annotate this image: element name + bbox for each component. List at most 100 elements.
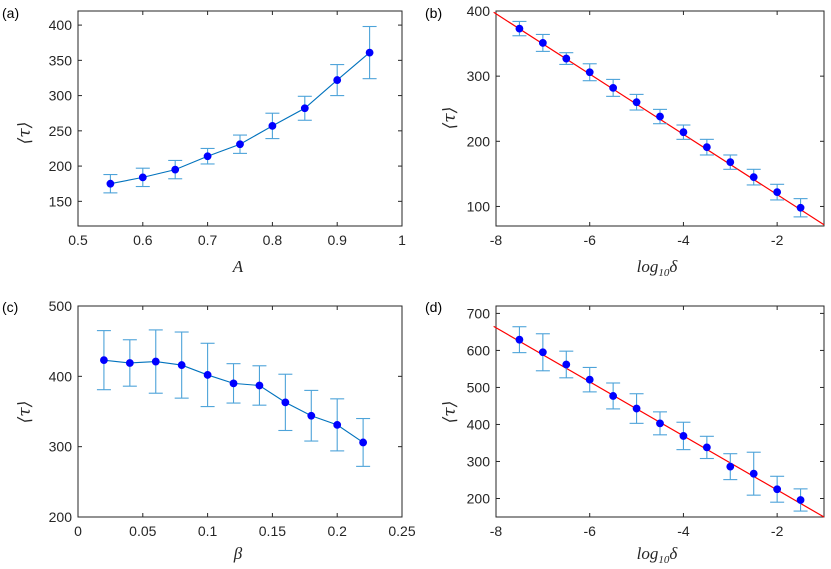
data-point (726, 462, 735, 471)
y-tick-label: 200 (49, 158, 73, 174)
axes-box (77, 305, 403, 518)
data-point (796, 203, 805, 212)
x-tick-label: 0.7 (198, 232, 218, 248)
x-tick-label: -2 (771, 232, 784, 248)
data-point (585, 375, 594, 384)
data-point (702, 443, 711, 452)
x-tick-label: -2 (771, 523, 784, 539)
series-line (110, 52, 370, 185)
axes-box (77, 10, 403, 227)
data-point (679, 432, 688, 440)
x-tick-label: 0.1 (198, 523, 218, 539)
data-point (656, 112, 664, 121)
data-point (268, 122, 277, 130)
data-point (538, 348, 547, 357)
data-point (177, 361, 186, 369)
data-point (236, 140, 244, 149)
x-axis-label: A (232, 257, 244, 276)
x-axis-label: log10δ (637, 257, 679, 279)
data-point (333, 420, 342, 429)
x-tick-label: -4 (677, 523, 690, 539)
data-point (726, 158, 735, 167)
data-point (100, 356, 108, 365)
axes-box (495, 305, 825, 518)
y-tick-label: 300 (467, 453, 491, 469)
panel-label: (d) (425, 299, 442, 315)
y-tick-label: 400 (49, 17, 73, 33)
data-point (585, 68, 594, 77)
panel-d: (d) ⟨τ⟩ log10δ -8 -6 -4 -2 200 300 400 500 600 70… (425, 299, 825, 566)
panel-c: (c) ⟨τ⟩ β 0 0.05 0.1 0.15 0.2 0.25 200 300 400 50… (2, 298, 416, 563)
data-point (307, 411, 316, 420)
panel-label: (a) (2, 5, 19, 21)
y-tick-label: 200 (467, 490, 491, 506)
x-tick-label: 0.6 (133, 232, 153, 248)
y-tick-label: 600 (467, 342, 491, 358)
y-tick-label: 500 (467, 379, 491, 395)
data-point (632, 98, 641, 107)
data-point (796, 496, 805, 504)
x-tick-label: 0 (74, 523, 82, 539)
data-point (106, 179, 115, 188)
data-point (171, 165, 180, 174)
data-point (749, 173, 758, 182)
x-tick-label: 0.2 (327, 523, 347, 539)
x-tick-label: 0.25 (388, 523, 415, 539)
data-point (515, 24, 524, 33)
panel-label: (c) (2, 299, 18, 315)
data-point (609, 83, 618, 92)
data-point (538, 39, 547, 47)
data-point (300, 104, 309, 113)
y-tick-label: 400 (467, 416, 491, 432)
y-tick-label: 350 (49, 52, 73, 68)
x-tick-label: 1 (398, 232, 406, 248)
x-tick-label: 0.8 (263, 232, 283, 248)
data-point (229, 379, 238, 388)
data-point (125, 359, 134, 367)
x-tick-label: 0.9 (327, 232, 347, 248)
panel-a: (a) ⟨τ⟩ A 0.5 0.6 0.7 0.8 0.9 1 150 200 250 300 35… (2, 5, 406, 276)
data-point (333, 76, 342, 84)
x-axis-label: log10δ (637, 544, 679, 566)
y-tick-label: 200 (467, 133, 491, 149)
data-point (773, 485, 782, 494)
x-tick-label: 0.5 (68, 232, 88, 248)
data-point (702, 143, 711, 152)
data-point (365, 48, 374, 57)
x-tick-label: -6 (583, 232, 596, 248)
y-tick-label: 250 (49, 123, 73, 139)
y-tick-label: 150 (49, 193, 73, 209)
data-point (749, 469, 758, 478)
y-tick-label: 100 (467, 198, 491, 214)
data-point (359, 438, 368, 447)
y-tick-label: 300 (467, 68, 491, 84)
y-tick-label: 400 (467, 3, 491, 19)
x-tick-label: -4 (677, 232, 690, 248)
x-tick-label: -8 (490, 232, 503, 248)
x-axis-label: β (233, 544, 243, 563)
data-point (632, 404, 641, 413)
data-point (609, 392, 618, 400)
x-tick-label: 0.05 (129, 523, 156, 539)
y-tick-label: 400 (49, 368, 73, 384)
y-axis-label: ⟨τ⟩ (440, 401, 460, 424)
y-tick-label: 700 (467, 305, 491, 321)
data-point (562, 54, 571, 63)
y-tick-label: 300 (49, 439, 73, 455)
data-point (151, 357, 160, 366)
data-point (515, 335, 524, 344)
axes-box (495, 10, 825, 227)
y-tick-label: 300 (49, 88, 73, 104)
y-tick-label: 200 (49, 509, 73, 525)
data-point (656, 419, 664, 428)
data-point (773, 188, 782, 197)
data-point (281, 398, 290, 407)
data-point (203, 152, 212, 161)
x-tick-label: -6 (583, 523, 596, 539)
data-point (679, 128, 688, 137)
data-point (138, 173, 147, 182)
y-axis-label: ⟨τ⟩ (15, 122, 35, 145)
x-tick-label: 0.15 (259, 523, 286, 539)
panel-label: (b) (425, 5, 442, 21)
